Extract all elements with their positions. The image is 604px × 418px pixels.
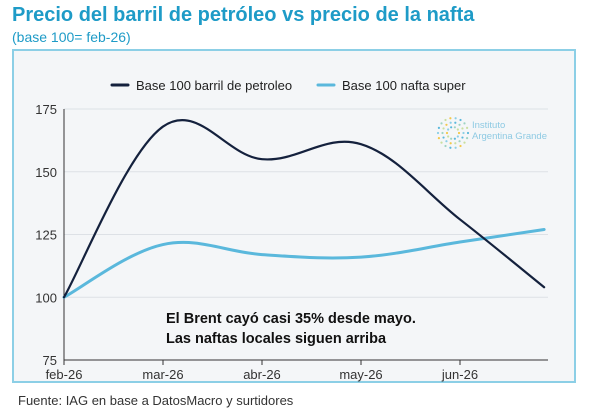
institute-watermark: Instituto Argentina Grande — [436, 116, 566, 150]
logo-dot — [445, 131, 449, 135]
logo-dot — [449, 142, 452, 145]
logo-dot — [447, 128, 450, 131]
logo-dot — [441, 131, 444, 135]
x-tick-label: mar-26 — [142, 367, 183, 382]
source-note: Fuente: IAG en base a DatosMacro y surti… — [18, 393, 294, 408]
logo-dot — [450, 126, 453, 129]
y-tick-label: 100 — [35, 290, 57, 305]
logo-dot — [461, 127, 464, 130]
logo-dot — [454, 146, 457, 149]
logo-dot — [458, 140, 461, 143]
logo-dot — [437, 126, 441, 129]
logo-dot — [444, 118, 447, 122]
y-tick-label: 150 — [35, 165, 57, 180]
logo-dot — [465, 126, 469, 129]
annotation-line-1: El Brent cayó casi 35% desde mayo. — [166, 311, 416, 327]
grid-lines — [64, 108, 548, 298]
watermark-line-1: Instituto — [472, 120, 506, 131]
logo-dot — [449, 121, 452, 124]
watermark-text: Instituto Argentina Grande — [472, 120, 547, 142]
logo-dot — [457, 131, 461, 135]
logo-dot — [456, 128, 459, 131]
logo-dot — [440, 122, 443, 125]
legend-label-oil: Base 100 barril de petroleo — [136, 78, 292, 93]
logo-dot — [453, 126, 456, 129]
y-tick-label: 175 — [35, 102, 57, 117]
logo-dot — [465, 137, 469, 140]
logo-dot — [463, 141, 466, 144]
legend-label-nafta: Base 100 nafta super — [342, 78, 466, 93]
logo-dot — [437, 137, 441, 140]
logo-dot — [463, 122, 466, 125]
tick-labels: 75 100 125 150 175 feb-26 mar-26 abr-26 may-26 ju… — [35, 102, 478, 382]
logo-dot — [459, 144, 462, 148]
legend: Base 100 barril de petroleo Base 100 naft… — [110, 78, 466, 93]
logo-dot — [466, 131, 470, 135]
y-tick-label: 75 — [43, 353, 57, 368]
logo-dot — [442, 127, 445, 130]
logo-dot — [436, 131, 440, 135]
x-tick-label: feb-26 — [46, 367, 83, 382]
logo-dot — [459, 118, 462, 122]
logo-dot — [456, 135, 459, 138]
series-line-nafta — [62, 227, 546, 299]
series-lines — [62, 119, 546, 299]
logo-dot — [454, 142, 457, 145]
logo-dot — [453, 137, 456, 140]
x-tick-label: jun-26 — [441, 367, 478, 382]
series-line-oil — [62, 119, 546, 299]
y-tick-label: 125 — [35, 228, 57, 243]
logo-dot — [450, 137, 453, 140]
chart-annotation: El Brent cayó casi 35% desde mayo. Las n… — [166, 309, 416, 349]
chart-subtitle: (base 100= feb-26) — [12, 29, 131, 45]
institute-logo-icon — [436, 117, 470, 149]
logo-dot — [445, 140, 448, 143]
logo-dot — [449, 146, 452, 149]
chart-title: Precio del barril de petróleo vs precio … — [12, 4, 475, 26]
axes — [63, 109, 548, 365]
annotation-line-2: Las naftas locales siguen arriba — [166, 331, 387, 347]
logo-dot — [442, 136, 445, 139]
logo-dot — [440, 141, 443, 144]
logo-dot — [447, 135, 450, 138]
logo-dot — [454, 117, 457, 120]
logo-dot — [461, 136, 464, 139]
logo-dot — [449, 117, 452, 120]
x-tick-label: abr-26 — [243, 367, 281, 382]
logo-dot — [445, 123, 448, 126]
chart-panel — [12, 49, 576, 383]
x-tick-label: may-26 — [339, 367, 382, 382]
logo-dot — [444, 144, 447, 148]
watermark-line-2: Argentina Grande — [472, 131, 547, 142]
logo-dot — [454, 121, 457, 124]
logo-dot — [462, 131, 465, 135]
logo-dot — [458, 123, 461, 126]
